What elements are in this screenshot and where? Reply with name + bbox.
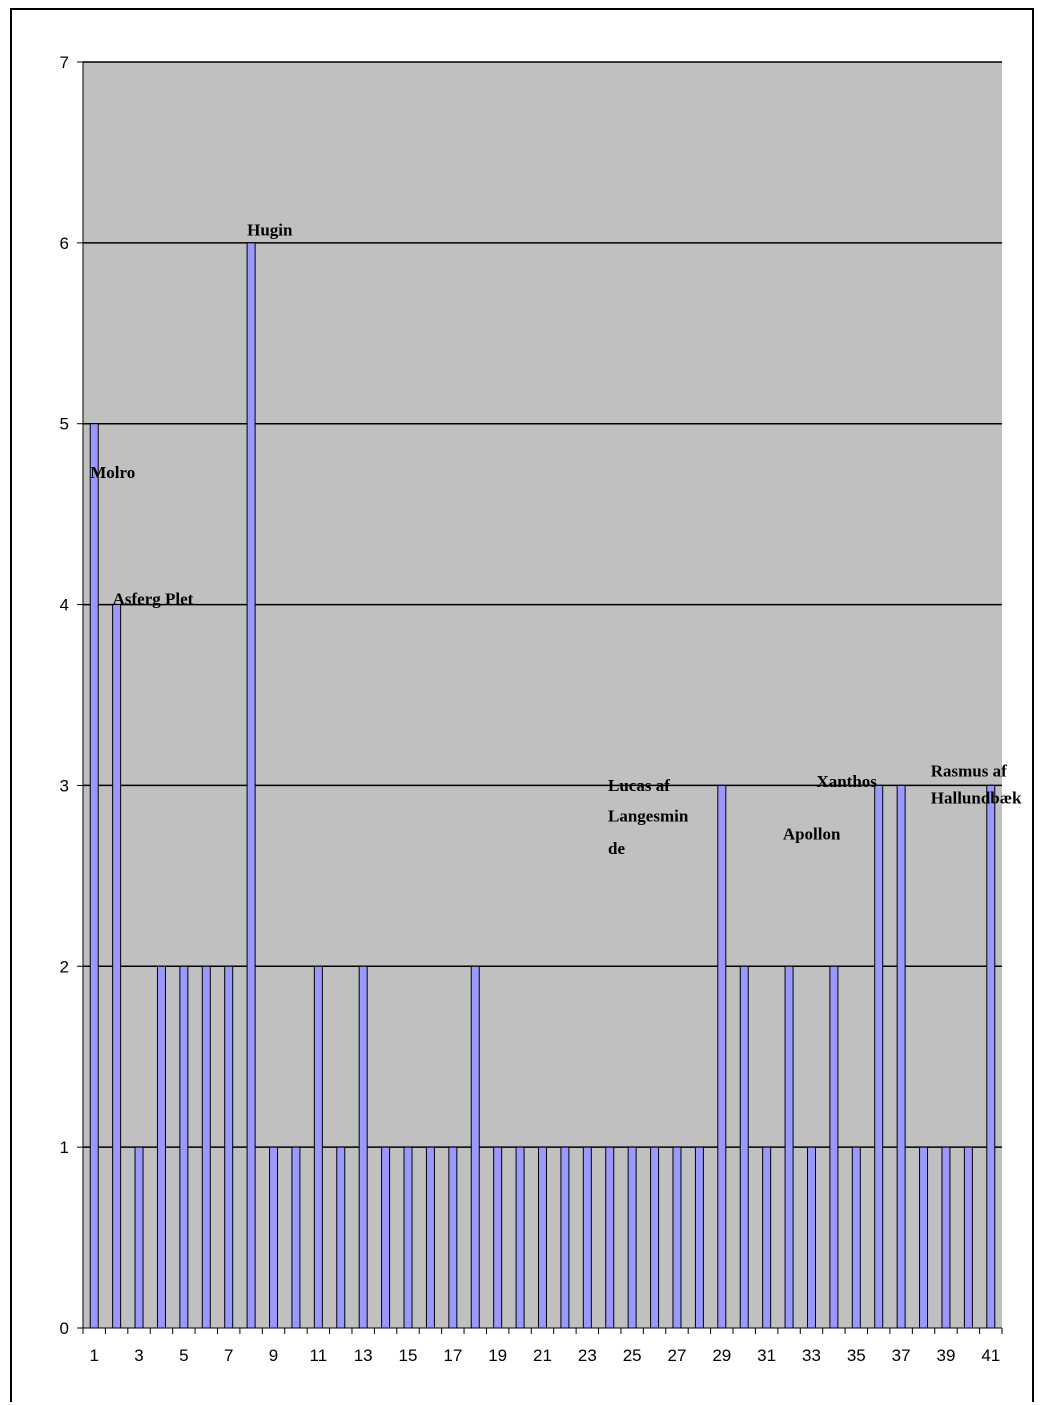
- bar: [806, 1146, 816, 1329]
- x-tick-label: 29: [712, 1346, 731, 1365]
- bar: [448, 1146, 458, 1329]
- bar: [560, 1146, 570, 1329]
- bar: [493, 1146, 503, 1329]
- annotation-label: Hugin: [247, 221, 293, 240]
- annotation-label: Xanthos: [816, 772, 877, 791]
- x-tick-label: 41: [981, 1346, 1000, 1365]
- y-tick-label: 5: [60, 415, 69, 434]
- bar: [829, 965, 839, 1329]
- y-tick-label: 4: [60, 596, 69, 615]
- bar: [694, 1146, 704, 1329]
- x-tick-label: 11: [310, 1346, 328, 1365]
- x-tick-label: 25: [623, 1346, 642, 1365]
- annotation-label: Asferg Plet: [113, 590, 194, 609]
- bar: [919, 1146, 929, 1329]
- bar: [538, 1146, 547, 1329]
- annotation-label: Rasmus af: [931, 761, 1007, 780]
- y-tick-label: 2: [60, 957, 69, 976]
- bar: [381, 1146, 391, 1329]
- bar: [246, 242, 256, 1329]
- bar: [89, 423, 99, 1329]
- x-tick-label: 9: [269, 1346, 278, 1365]
- bar: [896, 784, 906, 1329]
- x-tick-label: 7: [224, 1346, 233, 1365]
- bar: [963, 1146, 973, 1329]
- plot-area: [83, 62, 1002, 1328]
- bar: [650, 1146, 660, 1329]
- x-tick-label: 35: [847, 1346, 866, 1365]
- bar: [224, 965, 234, 1329]
- bar: [941, 1146, 951, 1329]
- bar: [179, 965, 189, 1329]
- bar: [112, 604, 122, 1329]
- x-tick-label: 39: [937, 1346, 956, 1365]
- bar: [851, 1146, 861, 1329]
- y-tick-label: 0: [60, 1319, 69, 1338]
- x-tick-label: 1: [89, 1346, 98, 1365]
- bar: [336, 1146, 346, 1329]
- x-tick-label: 19: [488, 1346, 507, 1365]
- bar: [672, 1146, 682, 1329]
- x-tick-label: 31: [757, 1346, 776, 1365]
- annotation-label: Langesmin: [608, 807, 689, 826]
- x-tick-label: 17: [443, 1346, 462, 1365]
- bar: [470, 965, 480, 1329]
- y-axis: 0 1 2 3 4 5 6 7: [60, 53, 84, 1338]
- bar: [739, 965, 749, 1329]
- x-tick-label: 15: [399, 1346, 418, 1365]
- bar: [762, 1146, 772, 1329]
- x-tick-label: 21: [533, 1346, 552, 1365]
- x-tick-label: 23: [578, 1346, 597, 1365]
- x-tick-label: 27: [668, 1346, 687, 1365]
- bar: [291, 1146, 301, 1329]
- x-tick-label: 33: [802, 1346, 821, 1365]
- bar: [201, 965, 211, 1329]
- bar: [582, 1146, 592, 1329]
- annotation-label: Molro: [90, 463, 135, 482]
- bar: [605, 1146, 615, 1329]
- bar: [313, 965, 323, 1329]
- bar: [269, 1146, 279, 1329]
- x-tick-label: 13: [354, 1346, 373, 1365]
- x-tick-label: 5: [179, 1346, 188, 1365]
- y-tick-label: 1: [60, 1138, 69, 1157]
- bar: [403, 1146, 413, 1329]
- annotation-label: Apollon: [783, 825, 841, 844]
- annotation-label: Lucas af: [608, 776, 670, 795]
- bar: [358, 965, 368, 1329]
- annotation-label: Hallundbæk: [931, 789, 1022, 808]
- annotations: Molro Asferg Plet Hugin Lucas af Langesmin de…: [90, 221, 1022, 859]
- x-axis: 1 3 5 7 9 11 13 15 17 19 21 23 25 27 29 31 33 35 37 39 41: [82, 1327, 1003, 1365]
- bar: [784, 965, 794, 1329]
- bar: [425, 1146, 435, 1329]
- bar: [874, 784, 884, 1329]
- bar: [717, 784, 727, 1329]
- y-tick-label: 6: [60, 234, 69, 253]
- bar: [515, 1146, 525, 1329]
- y-tick-label: 7: [60, 53, 69, 72]
- bar: [986, 784, 996, 1329]
- x-tick-label: 37: [892, 1346, 911, 1365]
- bar: [156, 965, 166, 1329]
- annotation-label: de: [608, 839, 625, 858]
- x-tick-label: 3: [134, 1346, 143, 1365]
- bar: [627, 1146, 637, 1329]
- y-tick-label: 3: [60, 776, 69, 795]
- bar: [134, 1146, 144, 1329]
